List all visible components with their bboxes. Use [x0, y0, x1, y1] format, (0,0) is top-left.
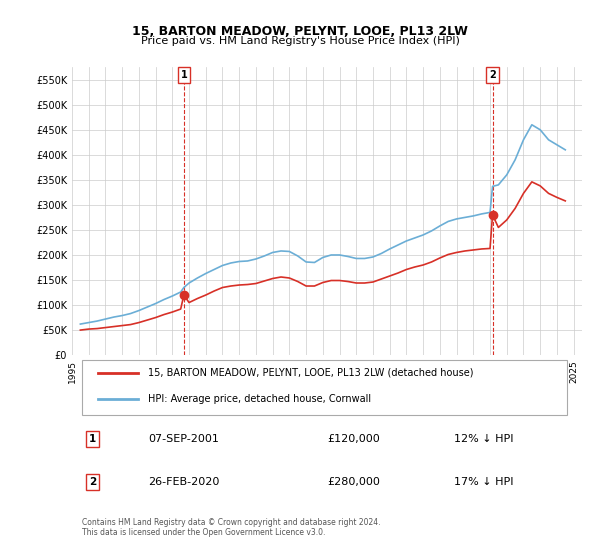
Text: 07-SEP-2001: 07-SEP-2001	[149, 433, 220, 444]
Text: 12% ↓ HPI: 12% ↓ HPI	[455, 433, 514, 444]
Text: Price paid vs. HM Land Registry's House Price Index (HPI): Price paid vs. HM Land Registry's House …	[140, 36, 460, 46]
Text: HPI: Average price, detached house, Cornwall: HPI: Average price, detached house, Corn…	[149, 394, 371, 404]
Text: 2: 2	[89, 477, 96, 487]
Text: 15, BARTON MEADOW, PELYNT, LOOE, PL13 2LW (detached house): 15, BARTON MEADOW, PELYNT, LOOE, PL13 2L…	[149, 368, 474, 377]
Text: 15, BARTON MEADOW, PELYNT, LOOE, PL13 2LW: 15, BARTON MEADOW, PELYNT, LOOE, PL13 2L…	[132, 25, 468, 38]
Text: 1: 1	[89, 433, 96, 444]
Text: £280,000: £280,000	[327, 477, 380, 487]
FancyBboxPatch shape	[82, 360, 567, 415]
Text: £120,000: £120,000	[327, 433, 380, 444]
Text: 1: 1	[181, 69, 187, 80]
Text: Contains HM Land Registry data © Crown copyright and database right 2024.
This d: Contains HM Land Registry data © Crown c…	[82, 517, 381, 537]
Text: 17% ↓ HPI: 17% ↓ HPI	[455, 477, 514, 487]
Text: 2: 2	[489, 69, 496, 80]
Text: 26-FEB-2020: 26-FEB-2020	[149, 477, 220, 487]
